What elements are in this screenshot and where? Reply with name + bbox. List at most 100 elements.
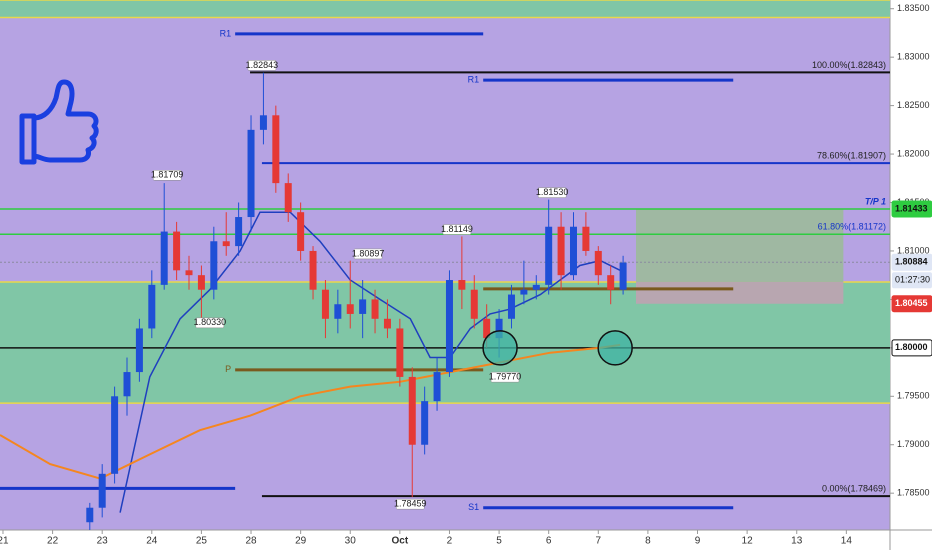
y-tick-label: 1.83500 bbox=[897, 3, 930, 13]
y-tick-label: 1.79000 bbox=[897, 439, 930, 449]
price-tag bbox=[891, 200, 932, 218]
price-tag bbox=[891, 253, 932, 271]
price-label-box bbox=[537, 187, 567, 198]
x-tick-label: 22 bbox=[47, 536, 59, 547]
highlight-circle bbox=[482, 330, 518, 366]
price-label-box bbox=[396, 498, 425, 510]
zone bbox=[0, 0, 890, 18]
candle-body bbox=[272, 115, 280, 184]
y-tick-label: 1.81000 bbox=[897, 245, 930, 255]
candle-body bbox=[297, 212, 305, 251]
position-stop bbox=[635, 281, 844, 304]
price-label-box bbox=[353, 248, 383, 260]
x-tick-label: 23 bbox=[97, 536, 109, 547]
x-tick-label: 30 bbox=[345, 536, 357, 547]
candle-body bbox=[346, 304, 354, 314]
x-tick-label: 28 bbox=[245, 536, 257, 547]
level-label: R1 bbox=[468, 75, 480, 85]
level-label: R1 bbox=[220, 28, 232, 38]
level-label: T/P 1 bbox=[865, 196, 886, 206]
x-tick-label: 7 bbox=[596, 536, 602, 547]
candle-body bbox=[173, 231, 181, 271]
x-tick-label: 24 bbox=[146, 536, 158, 547]
price-label: 1.81149 bbox=[441, 224, 473, 234]
candle-body bbox=[545, 226, 553, 285]
candle-body bbox=[594, 250, 602, 276]
axes: 1.785001.790001.795001.800001.805001.810… bbox=[0, 3, 932, 547]
candle-body bbox=[247, 129, 255, 218]
candle-body bbox=[619, 262, 627, 290]
x-tick-label: 13 bbox=[791, 536, 803, 547]
candle-body bbox=[495, 318, 503, 339]
candle-body bbox=[334, 304, 342, 319]
candle-body bbox=[433, 372, 441, 402]
price-label-box bbox=[152, 170, 182, 181]
candle-body bbox=[359, 299, 367, 314]
y-tick-label: 1.82500 bbox=[897, 100, 930, 110]
x-tick-label: 29 bbox=[295, 536, 307, 547]
x-tick-label: 12 bbox=[742, 536, 754, 547]
candle-body bbox=[532, 284, 540, 290]
x-tick-label: 25 bbox=[196, 536, 208, 547]
x-tick-label: 21 bbox=[0, 536, 9, 547]
candle-body bbox=[371, 299, 379, 319]
price-label: 1.81530 bbox=[536, 187, 569, 197]
candle-body bbox=[284, 183, 292, 213]
candle-body bbox=[235, 217, 243, 247]
countdown: 01:27:30 bbox=[895, 275, 930, 285]
countdown-tag bbox=[892, 272, 932, 289]
x-tick-label: 9 bbox=[695, 536, 701, 547]
price-label: 1.80897 bbox=[352, 248, 385, 258]
price-label: 1.79770 bbox=[489, 372, 522, 382]
level-label: 78.60%(1.81907) bbox=[817, 150, 886, 160]
level-label: 0.00%(1.78469) bbox=[822, 484, 886, 494]
price-label: 1.81709 bbox=[151, 170, 184, 180]
price-label: 1.80330 bbox=[194, 317, 227, 327]
candle-body bbox=[470, 289, 478, 319]
price-label-box bbox=[490, 371, 520, 383]
price-tag-label: 1.81433 bbox=[895, 203, 928, 213]
candle-body bbox=[321, 289, 329, 319]
x-axis-background bbox=[0, 530, 932, 550]
candle-body bbox=[408, 376, 416, 445]
candle-body bbox=[309, 250, 317, 290]
y-tick-label: 1.83000 bbox=[897, 52, 930, 62]
x-tick-label: Oct bbox=[392, 536, 409, 547]
candle-body bbox=[222, 241, 230, 247]
level-label: P bbox=[225, 364, 231, 374]
price-tag-label: 1.80884 bbox=[895, 257, 928, 267]
price-tag bbox=[891, 295, 932, 313]
candle-body bbox=[197, 275, 205, 290]
price-tag-label: 1.80455 bbox=[895, 298, 928, 308]
level-label: 100.00%(1.82843) bbox=[812, 60, 886, 70]
moving-average bbox=[0, 343, 621, 480]
candle-body bbox=[483, 318, 491, 339]
price-tag bbox=[891, 339, 932, 357]
candle-body bbox=[507, 294, 515, 319]
candle-body bbox=[148, 284, 156, 329]
highlight-circle bbox=[597, 330, 633, 366]
candle-body bbox=[607, 275, 615, 290]
level-label: S1 bbox=[468, 502, 479, 512]
thumbs-up-icon bbox=[19, 79, 99, 165]
price-label: 1.78459 bbox=[394, 499, 427, 509]
moving-average bbox=[119, 211, 621, 513]
price-label-box bbox=[195, 317, 225, 329]
x-tick-label: 2 bbox=[447, 536, 453, 547]
candle-body bbox=[582, 226, 590, 251]
candle-body bbox=[458, 280, 466, 290]
plot-area: R1 R1 100.00%(1.82843) 78.60%(1.81907) T/P 1… bbox=[0, 0, 890, 530]
price-label: 1.82843 bbox=[246, 60, 279, 70]
price-label-box bbox=[442, 224, 472, 235]
candle-body bbox=[569, 226, 577, 276]
price-tag-label: 1.80000 bbox=[895, 342, 928, 352]
candle-body bbox=[160, 231, 168, 285]
level-label: 61.80%(1.81172) bbox=[818, 222, 886, 232]
x-tick-label: 14 bbox=[841, 536, 853, 547]
candle-body bbox=[383, 318, 391, 329]
candle-body bbox=[98, 473, 106, 508]
candle-body bbox=[396, 328, 404, 377]
x-tick-label: 6 bbox=[546, 536, 552, 547]
candle-body bbox=[123, 372, 131, 397]
